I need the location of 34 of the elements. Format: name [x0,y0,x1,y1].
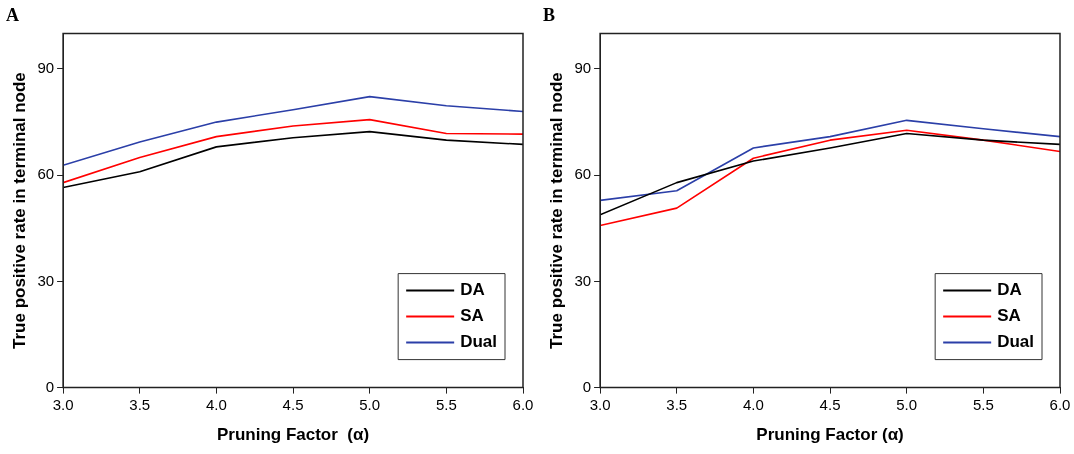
legend-label: SA [997,306,1021,326]
legend-label: SA [460,306,484,326]
x-axis-title: Pruning Factor (α) [756,425,904,445]
y-axis-title: True positive rate in terminal node [9,72,29,349]
chart-title: A [6,5,19,26]
x-tick-label: 4.5 [282,395,304,413]
x-tick-label: 5.5 [972,395,994,413]
y-tick-label: 0 [45,377,55,395]
x-tick-label: 3.0 [589,395,611,413]
y-tick-label: 30 [574,271,592,289]
y-tick-label: 90 [574,59,592,77]
x-axis-title: Pruning Factor (α) [216,425,370,445]
x-tick-label: 5.0 [359,395,381,413]
y-tick-label: 60 [574,165,592,183]
x-tick-label: 5.5 [435,395,457,413]
chart-title: B [543,5,556,26]
x-tick-label: 6.0 [512,395,534,413]
y-tick-label: 30 [37,271,55,289]
y-axis-title: True positive rate in terminal node [546,72,566,349]
y-tick-label: 90 [37,59,55,77]
x-tick-label: 4.5 [819,395,841,413]
x-tick-label: 5.0 [896,395,918,413]
y-tick-label: 60 [37,165,55,183]
y-tick-label: 0 [582,377,592,395]
x-tick-label: 3.5 [666,395,688,413]
legend-label: DA [997,280,1022,300]
legend-label: Dual [460,332,497,352]
x-tick-label: 3.5 [129,395,151,413]
x-tick-label: 3.0 [52,395,74,413]
x-tick-label: 6.0 [1049,395,1071,413]
x-tick-label: 4.0 [742,395,764,413]
legend-label: Dual [997,332,1034,352]
x-tick-label: 4.0 [205,395,227,413]
legend-label: DA [460,280,485,300]
